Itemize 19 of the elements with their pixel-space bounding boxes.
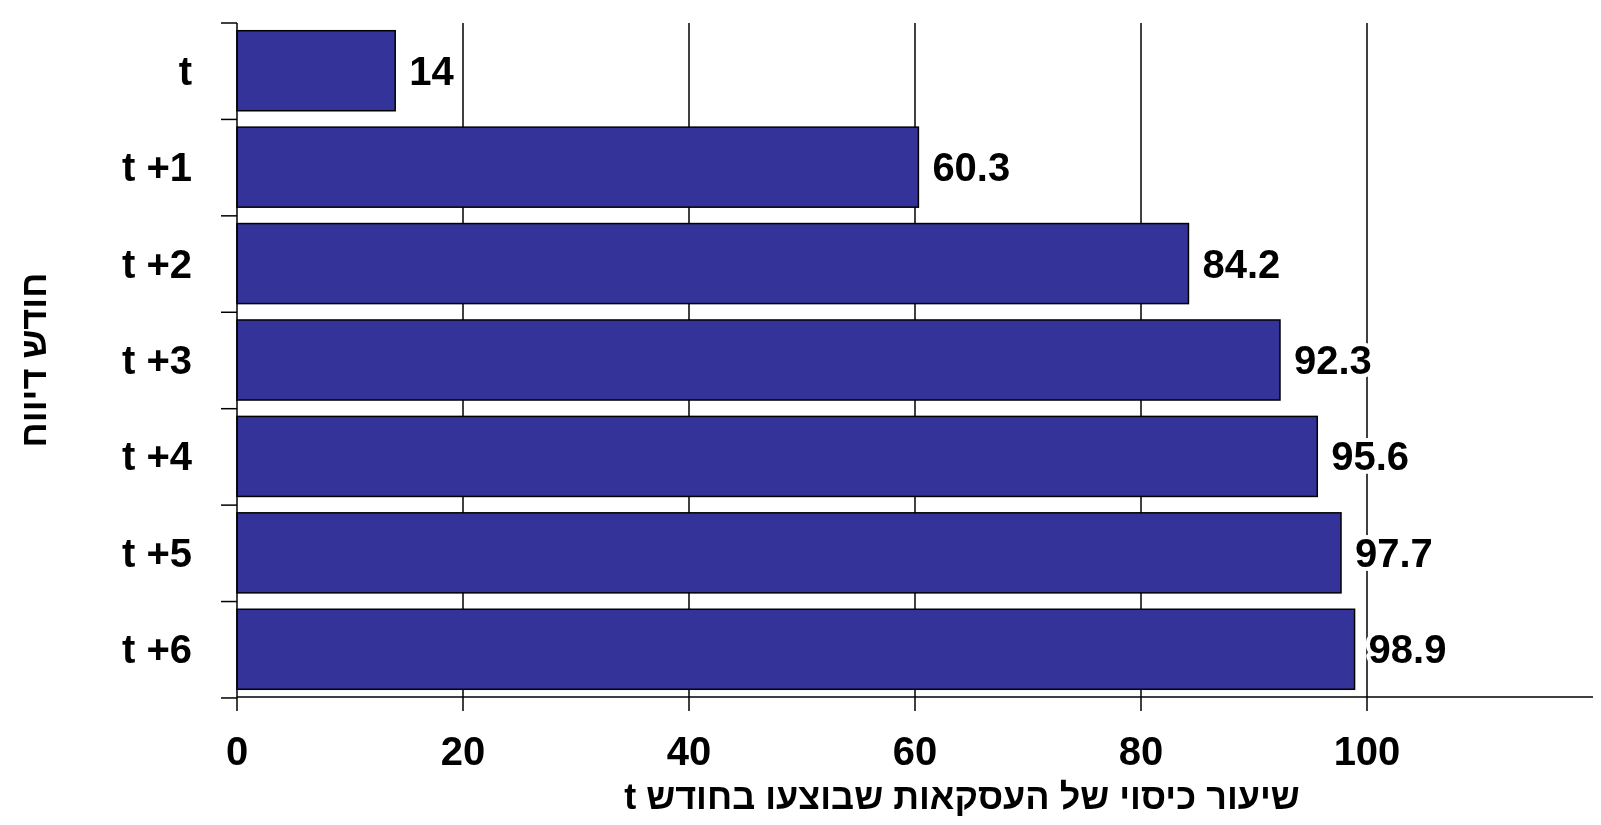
- data-label: 84.2: [1202, 241, 1281, 286]
- y-tick-label: t +1: [121, 145, 192, 190]
- x-tick-label: 20: [440, 729, 486, 773]
- y-tick-label: t +2: [121, 241, 192, 286]
- x-axis-title: שיעור כיסוי של העסקאות שבוצעו בחודש t: [624, 776, 1300, 817]
- y-tick-label: t: [178, 48, 192, 93]
- data-label: 98.9: [1368, 627, 1447, 672]
- x-tick-label: 100: [1333, 729, 1401, 773]
- x-tick-label: 0: [225, 729, 249, 773]
- y-axis-title: חודש דיווח: [13, 272, 54, 448]
- data-label: 14: [409, 48, 455, 93]
- y-tick-label: t +3: [121, 338, 192, 382]
- x-tick-label: 60: [892, 729, 938, 773]
- data-label: 60.3: [932, 145, 1011, 190]
- y-tick-label: t +4: [121, 434, 193, 479]
- x-tick-label: 80: [1118, 729, 1164, 773]
- y-tick-label: t +5: [121, 530, 192, 575]
- x-tick-label: 40: [666, 729, 712, 773]
- y-tick-label: t +6: [121, 627, 192, 672]
